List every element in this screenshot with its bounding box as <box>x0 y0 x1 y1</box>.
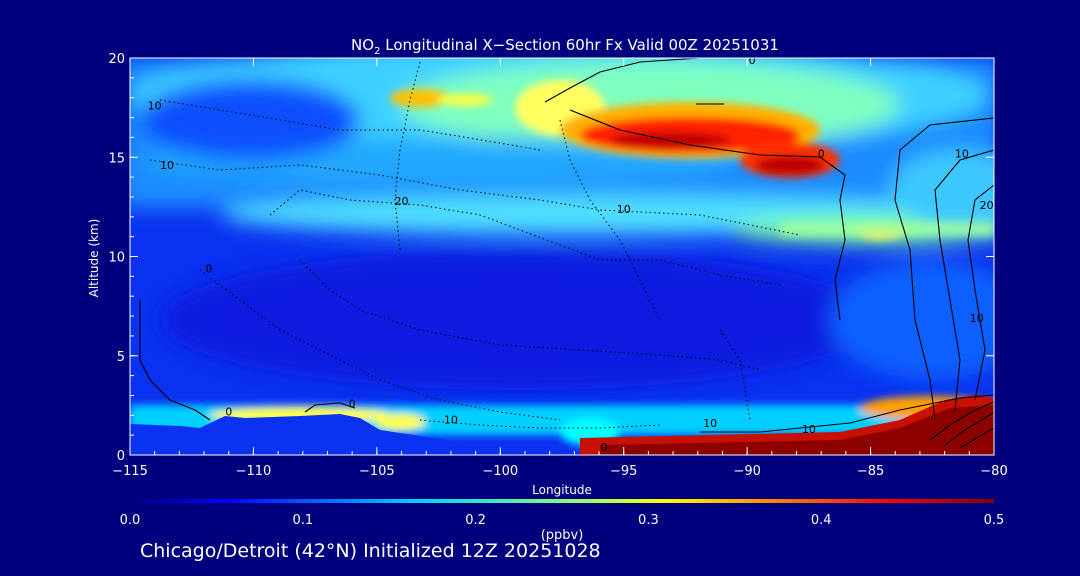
y-tick-label: 20 <box>108 52 125 67</box>
run-info-footer: Chicago/Detroit (42°N) Initialized 12Z 2… <box>140 540 601 562</box>
colorbar-unit-label: (ppbv) <box>541 528 584 543</box>
contour-label: 10 <box>160 159 174 172</box>
colorbar-tick-label: 0.2 <box>465 513 486 528</box>
y-tick-label: 0 <box>117 449 125 464</box>
contour-label: 0 <box>205 262 212 275</box>
contour-label: 0 <box>818 147 825 160</box>
contour-label: 0 <box>349 397 356 410</box>
x-tick-label: −105 <box>359 464 395 479</box>
contour-zero-upper <box>544 58 760 103</box>
contour-right-1 <box>894 117 994 421</box>
contour-label: 10 <box>617 203 631 216</box>
colorbar <box>130 499 994 503</box>
contour-label: 10 <box>970 312 984 325</box>
contour-label: 10 <box>703 417 717 430</box>
x-tick-label: −115 <box>112 464 148 479</box>
contour-label: 10 <box>802 423 816 436</box>
x-tick-label: −85 <box>857 464 884 479</box>
contour-label: 0 <box>749 54 756 67</box>
contour-label: 10 <box>444 413 458 426</box>
contour-label: 10 <box>955 147 969 160</box>
contour-surface-right2 <box>929 401 994 441</box>
y-axis: 0 5 10 15 20 <box>108 52 994 464</box>
plot-area: 0 10 10 0 10 20 10 20 0 10 0 0 10 10 10 0 <box>130 54 994 455</box>
contour-zero-low <box>304 402 356 413</box>
contour-surface-right <box>700 394 994 433</box>
contour-right-2 <box>934 149 994 411</box>
colorbar-tick-label: 0.3 <box>638 513 659 528</box>
x-tick-label: −95 <box>610 464 637 479</box>
chart-title: NO2 Longitudinal X−Section 60hr Fx Valid… <box>351 36 779 57</box>
contour-surface-right4 <box>959 427 994 449</box>
contour-label: 0 <box>225 405 232 418</box>
contour-surface-right3 <box>944 411 994 446</box>
contour-lines <box>139 58 994 449</box>
contour-label-group: 0 10 10 0 10 20 10 20 0 10 0 0 10 10 10 0 <box>148 54 994 454</box>
contour-neg-4 <box>299 259 761 371</box>
contour-label: 10 <box>148 100 162 113</box>
contour-neg-3 <box>269 189 781 286</box>
contour-right-3 <box>967 184 994 401</box>
colorbar-tick-label: 0.0 <box>120 513 141 528</box>
colorbar-tick-label: 0.1 <box>292 513 313 528</box>
contour-zero-upper2 <box>569 109 846 321</box>
contour-left <box>139 300 211 421</box>
terrain-fill <box>130 414 580 455</box>
x-axis: −115 −110 −105 −100 −95 −90 −85 −80 <box>112 58 1008 479</box>
y-tick-label: 15 <box>108 151 125 166</box>
y-tick-label: 10 <box>108 251 125 266</box>
y-tick-label: 5 <box>117 350 125 365</box>
x-tick-label: −80 <box>980 464 1007 479</box>
x-tick-label: −110 <box>236 464 272 479</box>
colorbar-ticks: 0.0 0.1 0.2 0.3 0.4 0.5 <box>120 513 1005 528</box>
contour-lines-negative <box>149 61 801 429</box>
x-tick-label: −100 <box>482 464 518 479</box>
x-axis-label: Longitude <box>532 483 592 497</box>
y-axis-label: Altitude (km) <box>87 219 101 298</box>
contour-neg-8 <box>719 329 751 421</box>
contour-label: 0 <box>600 441 607 454</box>
contour-neg-5 <box>394 61 421 251</box>
contour-label: 20 <box>395 195 409 208</box>
colorbar-tick-label: 0.5 <box>984 513 1005 528</box>
concentration-field <box>130 58 994 455</box>
contour-label: 20 <box>980 199 994 212</box>
x-tick-label: −90 <box>733 464 760 479</box>
colorbar-tick-label: 0.4 <box>811 513 832 528</box>
